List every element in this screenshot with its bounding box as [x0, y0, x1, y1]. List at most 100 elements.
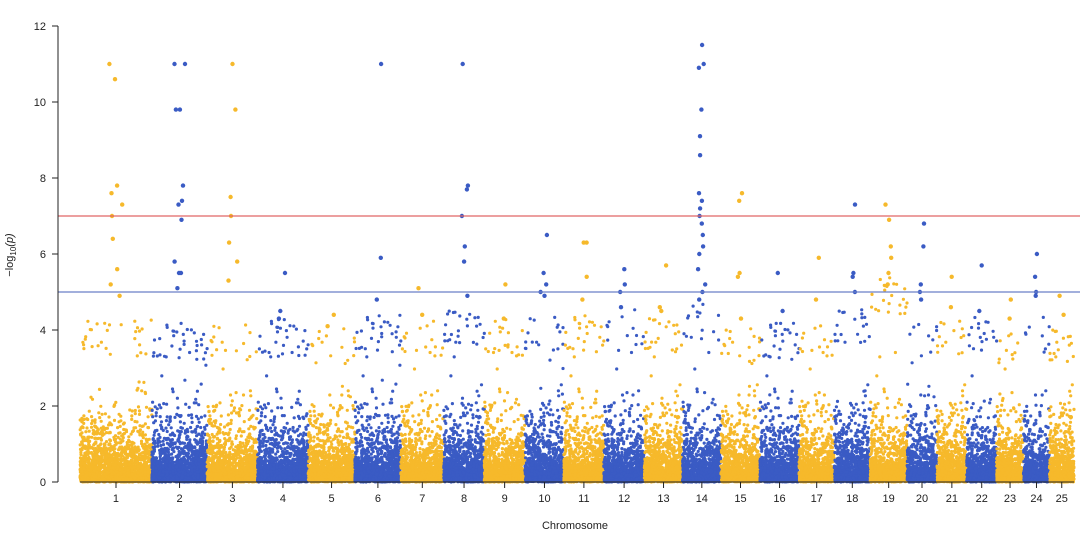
data-point: [228, 393, 233, 397]
data-point: [113, 434, 118, 438]
data-point: [228, 194, 233, 200]
data-point: [154, 466, 158, 470]
data-point: [246, 442, 250, 446]
data-point: [248, 389, 252, 393]
data-point: [118, 458, 122, 462]
data-point: [219, 444, 223, 448]
data-point: [131, 456, 135, 460]
data-point: [190, 461, 194, 465]
data-point: [85, 417, 89, 421]
data-point: [186, 476, 191, 480]
data-point: [104, 426, 108, 430]
points-layer: [78, 42, 1076, 484]
data-point: [147, 437, 151, 441]
data-point: [126, 468, 130, 472]
data-point: [160, 374, 164, 378]
data-point: [88, 327, 92, 332]
data-point: [192, 401, 196, 405]
data-point: [103, 321, 107, 325]
data-point: [202, 445, 206, 450]
data-point: [151, 354, 155, 358]
data-point: [199, 425, 203, 430]
data-point: [165, 470, 169, 474]
data-point: [246, 453, 250, 457]
data-point: [129, 432, 133, 436]
data-point: [187, 405, 191, 409]
data-point: [211, 439, 215, 443]
data-point: [214, 472, 218, 476]
data-point: [221, 431, 225, 435]
data-point: [189, 458, 193, 462]
data-point: [84, 430, 88, 434]
data-point: [214, 419, 218, 423]
data-point: [195, 389, 199, 393]
data-point: [158, 337, 162, 341]
data-point: [165, 429, 169, 434]
data-point: [238, 455, 242, 459]
data-point: [112, 77, 118, 82]
data-point: [110, 447, 114, 451]
data-point: [219, 460, 223, 464]
data-point: [250, 468, 254, 472]
data-point: [243, 466, 248, 470]
data-point: [165, 472, 169, 477]
data-point: [78, 428, 82, 432]
data-point: [170, 452, 174, 456]
data-point: [94, 475, 98, 479]
data-point: [213, 435, 217, 439]
data-point: [206, 472, 210, 476]
data-point: [294, 327, 298, 331]
data-point: [201, 463, 205, 467]
data-point: [231, 476, 236, 481]
data-point: [184, 451, 189, 455]
data-point: [97, 411, 101, 415]
data-point: [193, 472, 197, 476]
data-point: [85, 473, 89, 477]
data-point: [235, 462, 239, 466]
data-point: [170, 387, 175, 391]
data-point: [297, 389, 301, 393]
data-point: [273, 426, 277, 430]
data-point: [160, 451, 164, 455]
data-point: [209, 338, 213, 343]
data-point: [226, 413, 230, 417]
data-point: [167, 423, 171, 427]
data-point: [90, 419, 94, 423]
data-point: [284, 329, 288, 333]
data-point: [252, 450, 256, 454]
data-point: [92, 432, 96, 436]
data-point: [130, 430, 135, 434]
data-point: [276, 354, 280, 358]
data-point: [165, 402, 169, 406]
data-point: [87, 429, 91, 433]
data-point: [144, 476, 148, 480]
data-point: [177, 473, 181, 477]
data-point: [99, 436, 103, 440]
data-point: [226, 240, 232, 245]
data-point: [223, 470, 227, 474]
data-point: [78, 447, 83, 451]
data-point: [195, 442, 199, 446]
data-point: [177, 429, 181, 434]
data-point: [117, 412, 121, 416]
data-point: [297, 424, 302, 428]
data-point: [199, 475, 203, 479]
data-point: [172, 61, 177, 67]
data-point: [176, 446, 180, 451]
data-point: [93, 456, 97, 460]
data-point: [230, 399, 234, 403]
data-point: [171, 446, 176, 450]
data-point: [106, 459, 110, 464]
data-point: [200, 343, 204, 347]
data-point: [180, 476, 184, 480]
data-point: [103, 472, 107, 476]
data-point: [220, 340, 224, 344]
data-point: [253, 426, 257, 430]
data-point: [162, 354, 167, 358]
data-point: [152, 421, 156, 425]
data-point: [130, 452, 135, 456]
data-point: [121, 477, 125, 481]
data-point: [171, 469, 175, 473]
data-point: [185, 327, 189, 332]
data-point: [248, 331, 252, 335]
